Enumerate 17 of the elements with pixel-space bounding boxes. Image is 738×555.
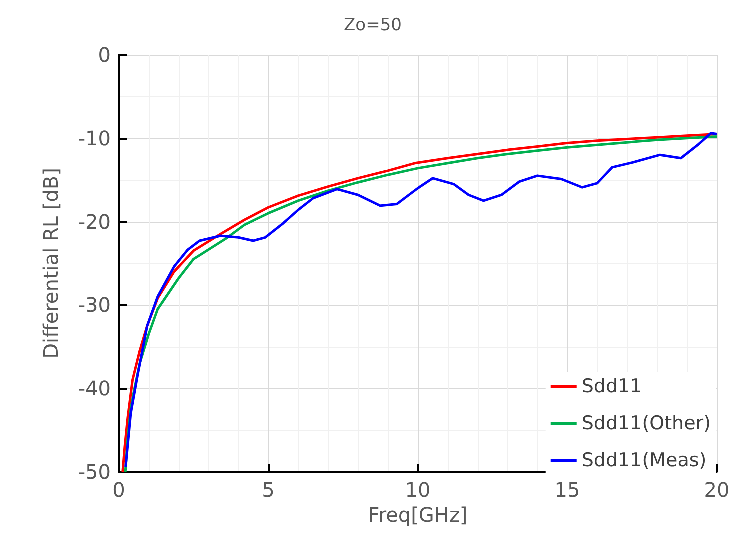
y-tick-label: -20 — [78, 210, 111, 234]
y-tick-label: -40 — [78, 376, 111, 401]
x-tick-label: 0 — [112, 478, 126, 502]
x-tick-label: 5 — [262, 478, 275, 502]
legend-label: Sdd11 — [582, 376, 642, 398]
y-tick-label: 0 — [98, 43, 111, 67]
x-axis-title: Freq[GHz] — [368, 502, 468, 527]
x-tick-label: 10 — [405, 478, 431, 502]
legend-label: Sdd11(Other) — [582, 412, 712, 434]
x-tick-label: 15 — [554, 478, 580, 502]
legend-label: Sdd11(Meas) — [582, 450, 707, 472]
y-tick-label: -50 — [78, 460, 111, 484]
y-axis-title: Differential RL [dB] — [39, 168, 63, 359]
x-tick-label: 20 — [704, 478, 730, 502]
y-tick-label: -30 — [78, 293, 111, 318]
chart-title: Zo=50 — [344, 16, 402, 36]
y-tick-label: -10 — [78, 126, 111, 150]
